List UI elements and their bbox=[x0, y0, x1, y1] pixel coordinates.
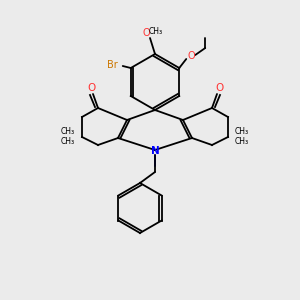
Text: Br: Br bbox=[107, 60, 118, 70]
Text: CH₃: CH₃ bbox=[235, 128, 249, 136]
Text: O: O bbox=[87, 83, 95, 93]
Text: CH₃: CH₃ bbox=[61, 128, 75, 136]
Text: O: O bbox=[215, 83, 223, 93]
Text: N: N bbox=[151, 146, 159, 156]
Text: CH₃: CH₃ bbox=[235, 137, 249, 146]
Text: O: O bbox=[142, 28, 150, 38]
Text: CH₃: CH₃ bbox=[149, 26, 163, 35]
Text: CH₃: CH₃ bbox=[61, 137, 75, 146]
Text: O: O bbox=[188, 51, 195, 61]
